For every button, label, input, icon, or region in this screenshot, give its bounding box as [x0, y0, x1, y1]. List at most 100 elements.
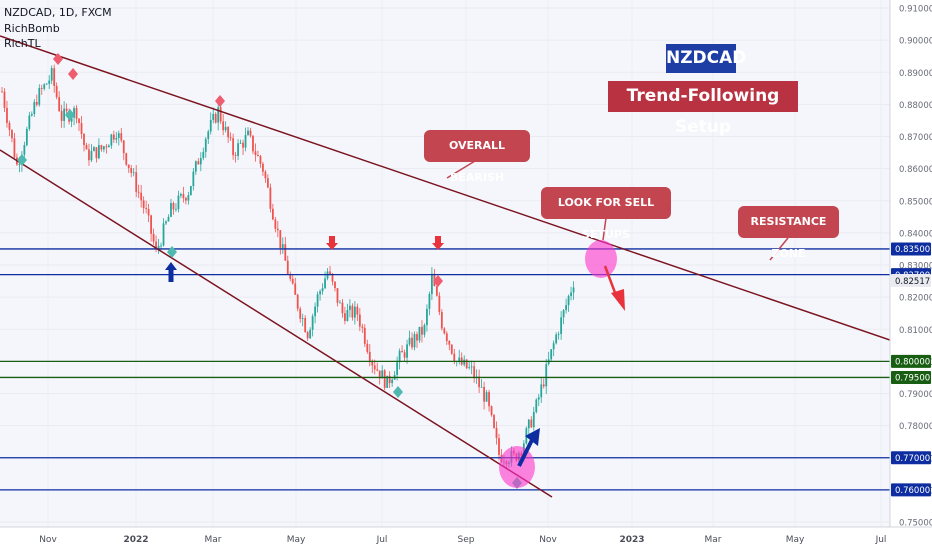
- current-price-label: 0.82517: [895, 277, 930, 287]
- candle-body: [294, 283, 297, 295]
- upper-trendline[interactable]: [0, 35, 891, 341]
- candle-body: [413, 334, 416, 348]
- candle-body: [535, 399, 538, 413]
- candle-body: [192, 171, 195, 187]
- candle-body: [165, 221, 167, 224]
- candle-body: [542, 384, 545, 387]
- candle-body: [473, 366, 476, 379]
- candle-body: [142, 200, 145, 208]
- up-arrow-icon: [165, 262, 177, 282]
- candle-body: [80, 122, 83, 134]
- candle-body: [537, 397, 540, 400]
- candle-body: [284, 244, 287, 261]
- candle-body: [204, 138, 207, 152]
- candle-body: [202, 151, 205, 159]
- candle-body: [465, 359, 468, 369]
- candle-body: [336, 288, 339, 303]
- candle-body: [187, 195, 190, 201]
- current-price-tag: [891, 274, 931, 288]
- diamond-marker-red: [68, 68, 78, 80]
- candle-body: [368, 351, 371, 362]
- candle-body: [132, 172, 135, 174]
- candle-body: [65, 108, 68, 112]
- candle-body: [309, 329, 312, 339]
- candle-body: [463, 359, 466, 365]
- candle-body: [78, 118, 80, 123]
- candle-body: [319, 291, 321, 295]
- candle-body: [102, 146, 105, 150]
- price-tick-label: 0.89000: [899, 69, 932, 79]
- indicator-richbomb[interactable]: RichBomb: [4, 22, 60, 35]
- candle-body: [567, 296, 570, 306]
- level-price-label: 0.83500: [895, 245, 930, 255]
- candle-body: [271, 208, 274, 220]
- candle-body: [480, 386, 483, 388]
- candle-body: [30, 114, 33, 116]
- candle-body: [127, 164, 130, 169]
- candle-body: [493, 415, 495, 428]
- diamond-marker-red: [53, 53, 63, 65]
- candle-body: [349, 305, 351, 310]
- candle-body: [247, 130, 249, 136]
- candle-body: [527, 419, 530, 429]
- candlestick-series: [1, 64, 575, 470]
- level-price-tag: [891, 242, 931, 256]
- price-tick-label: 0.88000: [899, 101, 932, 111]
- down-arrow-icon: [326, 236, 338, 250]
- candle-body: [306, 332, 309, 339]
- candle-body: [58, 97, 61, 112]
- candle-body: [18, 164, 21, 166]
- candle-body: [234, 155, 237, 157]
- candle-body: [224, 127, 227, 131]
- candle-body: [199, 158, 202, 165]
- candle-body: [242, 142, 244, 148]
- time-axis[interactable]: Nov 2022 Mar May Jul Sep Nov 2023 Mar May Jul: [0, 526, 932, 550]
- candle-body: [252, 135, 254, 152]
- candle-body: [356, 306, 359, 315]
- candle-body: [147, 208, 150, 216]
- candle-body: [85, 145, 88, 150]
- candle-body: [88, 149, 90, 161]
- price-tick-label: 0.75000: [899, 519, 932, 529]
- candle-body: [314, 306, 317, 317]
- candle-body: [110, 134, 113, 146]
- candle-body: [572, 287, 575, 293]
- candle-body: [217, 107, 220, 123]
- candle-body: [453, 353, 456, 362]
- candle-body: [331, 273, 334, 282]
- candle-body: [376, 369, 379, 371]
- indicator-richtl[interactable]: RichTL: [4, 37, 41, 50]
- level-price-label: 0.76000: [895, 486, 930, 496]
- candle-body: [177, 195, 180, 210]
- candle-body: [562, 310, 565, 318]
- lower-trendline[interactable]: [0, 149, 553, 498]
- candle-body: [304, 318, 307, 333]
- level-price-tag: [891, 370, 931, 384]
- price-axis[interactable]: 0.91000 0.90000 0.89000 0.88000 0.87000 0.860…: [889, 0, 932, 529]
- time-tick-label: Sep: [458, 535, 475, 545]
- candle-body: [259, 156, 262, 164]
- candle-body: [189, 186, 192, 196]
- candle-body: [396, 362, 399, 375]
- candle-body: [112, 134, 115, 140]
- candle-body: [232, 138, 235, 156]
- candle-body: [468, 367, 471, 369]
- candle-body: [35, 102, 38, 105]
- candle-body: [219, 107, 222, 122]
- horizontal-levels: [0, 248, 890, 491]
- candle-body: [421, 326, 423, 335]
- level-price-tag: [891, 354, 931, 368]
- candle-body: [391, 379, 394, 384]
- candle-body: [329, 271, 331, 274]
- sell-pointer-line: [602, 217, 607, 241]
- candle-body: [194, 161, 197, 172]
- candle-body: [341, 302, 344, 314]
- candle-body: [229, 137, 232, 139]
- candle-body: [172, 203, 175, 210]
- sell-projection-arrowhead: [611, 289, 625, 311]
- candle-body: [262, 163, 264, 172]
- candle-body: [257, 155, 259, 157]
- overall-bearish-label: OVERALL BEARISH: [424, 130, 530, 184]
- candle-body: [197, 161, 200, 165]
- candle-body: [207, 131, 210, 139]
